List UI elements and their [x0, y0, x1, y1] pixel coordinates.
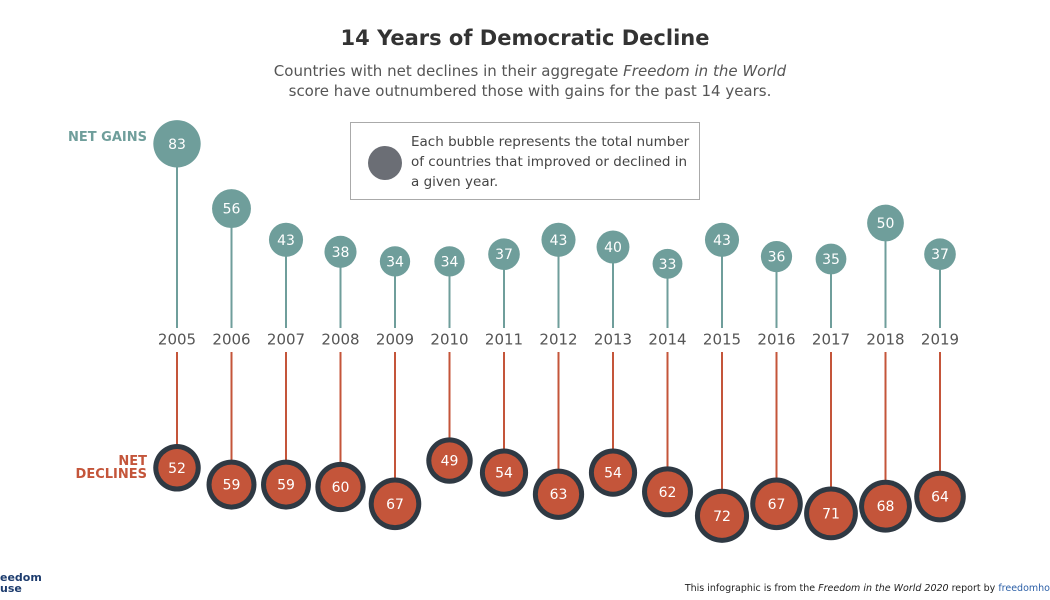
bubble: [704, 222, 740, 257]
footer-italic: Freedom in the World 2020: [818, 583, 949, 594]
value-label: 37: [931, 247, 949, 263]
value-label: 43: [713, 233, 731, 249]
value-label: 72: [713, 509, 731, 525]
value-label: 35: [822, 252, 840, 268]
value-label: 59: [277, 478, 295, 494]
subtitle-text: Countries with net declines in their agg…: [273, 62, 624, 80]
chart-title: 14 Years of Democratic Decline: [340, 26, 710, 50]
value-label: 59: [223, 478, 241, 494]
bubble: [268, 222, 304, 257]
value-label: 63: [550, 487, 568, 503]
footer: This infographic is from the Freedom in …: [685, 583, 1050, 594]
x-tick-label: 2010: [430, 331, 468, 349]
x-tick-label: 2019: [921, 331, 959, 349]
bubble: [153, 120, 201, 168]
value-label: 54: [495, 466, 513, 482]
bubble: [652, 248, 683, 279]
bubble: [212, 189, 251, 229]
x-tick-label: 2011: [485, 331, 523, 349]
x-tick-label: 2014: [648, 331, 686, 349]
value-label: 83: [168, 137, 186, 153]
value-label: 54: [604, 466, 622, 482]
value-label: 56: [223, 202, 241, 218]
bubble: [211, 464, 252, 505]
bubble: [373, 482, 417, 526]
bubble: [158, 449, 196, 487]
chart-subtitle: Countries with net declines in their agg…: [265, 61, 795, 101]
x-tick-label: 2008: [321, 331, 359, 349]
value-label: 64: [931, 490, 949, 506]
bubble: [924, 238, 956, 271]
bubble: [484, 453, 524, 492]
logo-text: use: [0, 582, 22, 595]
bubble: [919, 475, 961, 518]
logo: eedom use: [0, 572, 42, 594]
bubble: [864, 484, 907, 528]
bubble: [488, 238, 520, 271]
value-label: 67: [386, 497, 404, 513]
x-tick-label: 2015: [703, 331, 741, 349]
bubble: [593, 453, 633, 492]
bubble: [537, 473, 580, 515]
value-label: 40: [604, 240, 622, 256]
x-tick-label: 2013: [594, 331, 632, 349]
x-tick-label: 2016: [757, 331, 795, 349]
value-label: 43: [277, 233, 295, 249]
value-label: 34: [441, 254, 459, 270]
x-tick-label: 2018: [866, 331, 904, 349]
bubble: [760, 241, 793, 273]
bubble: [809, 491, 853, 536]
value-label: 38: [332, 245, 350, 261]
value-label: 43: [550, 233, 568, 249]
bubble: [647, 471, 688, 513]
bubble: [379, 246, 411, 277]
bubble: [755, 482, 798, 526]
value-label: 67: [768, 497, 786, 513]
x-tick-label: 2005: [158, 331, 196, 349]
value-label: 37: [495, 247, 513, 263]
bubble: [266, 464, 306, 505]
series-label: NET GAINS: [68, 129, 147, 145]
value-label: 34: [386, 254, 404, 270]
subtitle-italic: Freedom in the World: [623, 62, 787, 80]
subtitle-text: score have outnumbered those with gains …: [288, 82, 772, 100]
bubble: [434, 246, 465, 277]
note-text: Each bubble represents the total number …: [411, 134, 690, 190]
bubble: [815, 243, 847, 275]
footer-text: report by: [948, 583, 999, 594]
value-label: 52: [168, 461, 186, 477]
note-box: Each bubble represents the total number …: [350, 122, 700, 200]
bubble: [867, 204, 904, 242]
logo-text: eedom: [0, 571, 42, 584]
bubble: [320, 466, 361, 508]
value-label: 50: [877, 216, 895, 232]
bubble: [431, 442, 468, 479]
footer-text: This infographic is from the: [684, 583, 819, 594]
bubble: [541, 222, 576, 257]
x-tick-label: 2006: [212, 331, 250, 349]
x-tick-label: 2017: [812, 331, 850, 349]
value-label: 60: [332, 480, 350, 496]
x-tick-label: 2012: [539, 331, 577, 349]
value-label: 68: [877, 499, 895, 515]
footer-link[interactable]: freedomho: [998, 583, 1050, 594]
value-label: 36: [768, 250, 786, 266]
x-tick-label: 2007: [267, 331, 305, 349]
bubble: [699, 493, 745, 538]
value-label: 62: [659, 485, 677, 501]
note-bubble: [368, 146, 402, 180]
value-label: 49: [441, 454, 459, 470]
series-label: NET DECLINES: [75, 453, 147, 482]
x-tick-label: 2009: [376, 331, 414, 349]
bubble: [596, 230, 630, 264]
bubble: [324, 235, 357, 268]
value-label: 71: [822, 506, 840, 522]
value-label: 33: [659, 257, 677, 273]
